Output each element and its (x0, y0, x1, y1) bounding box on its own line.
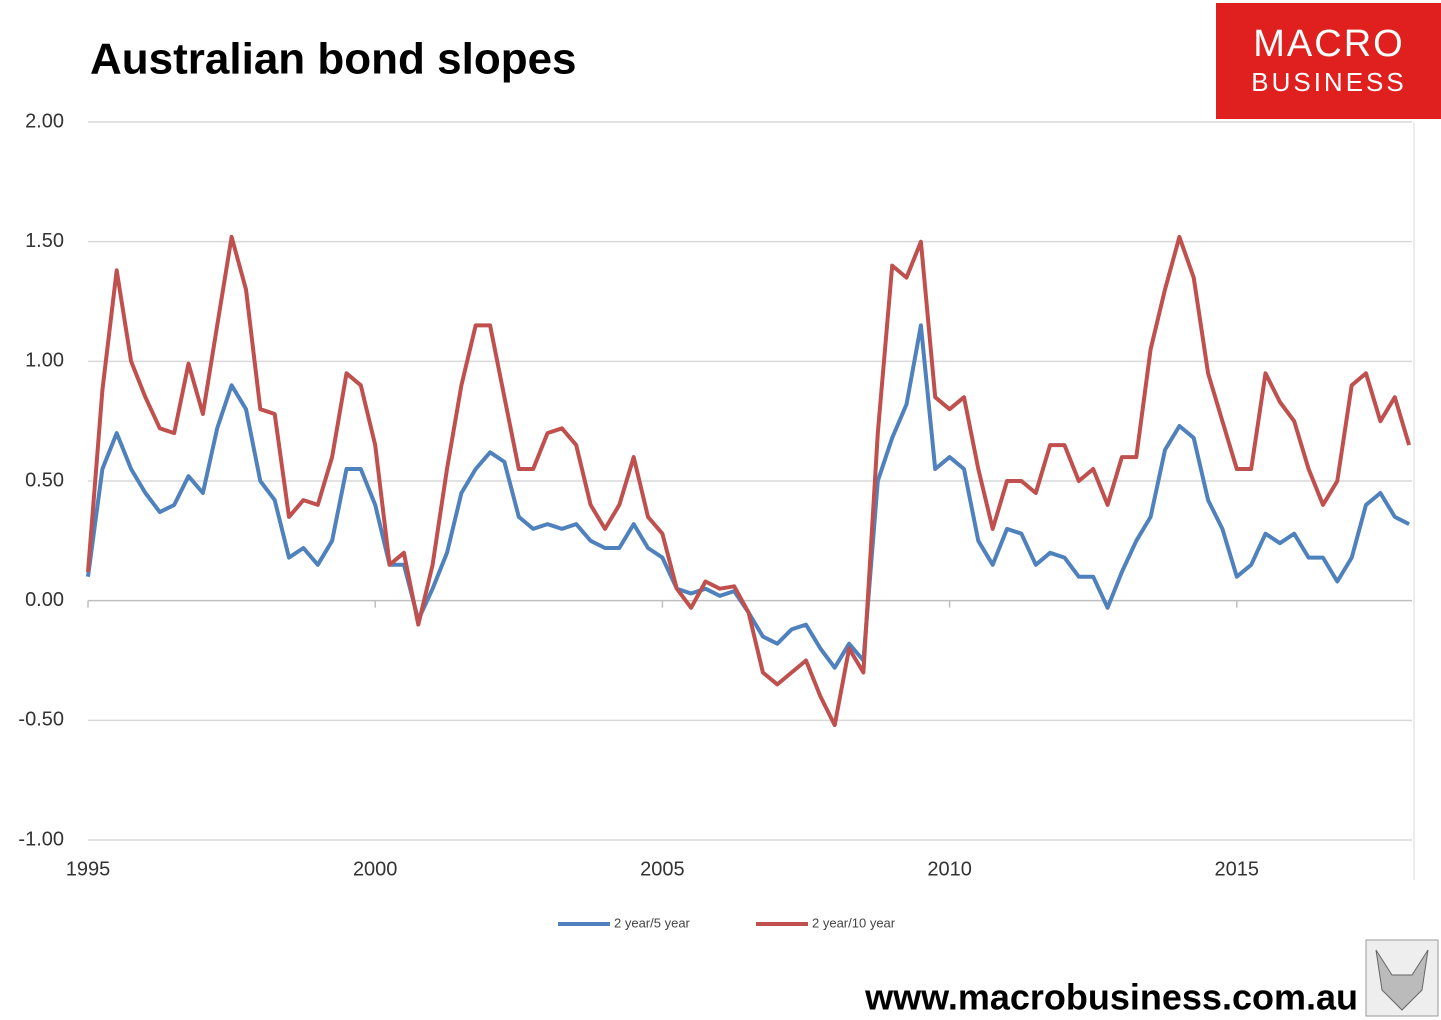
logo-top: MACRO (1253, 23, 1404, 65)
y-tick-label: 1.00 (25, 350, 64, 372)
x-tick-label: 1995 (66, 858, 111, 880)
legend-label: 2 year/5 year (614, 915, 691, 930)
logo-bottom: BUSINESS (1251, 67, 1407, 97)
y-tick-label: -0.50 (18, 709, 64, 731)
legend-label: 2 year/10 year (812, 915, 896, 930)
site-url: www.macrobusiness.com.au (864, 977, 1358, 1018)
y-tick-label: 0.50 (25, 469, 64, 491)
y-tick-label: 0.00 (25, 589, 64, 611)
chart-title: Australian bond slopes (90, 35, 577, 84)
x-tick-label: 2010 (927, 858, 972, 880)
fox-face (1375, 949, 1429, 1011)
series-line (86, 234, 1412, 728)
y-tick-label: 2.00 (25, 110, 64, 132)
x-tick-label: 2015 (1215, 858, 1260, 880)
x-tick-label: 2000 (353, 858, 398, 880)
logo-box (1216, 3, 1441, 119)
y-tick-label: -1.00 (18, 828, 64, 850)
x-tick-label: 2005 (640, 858, 685, 880)
y-tick-label: 1.50 (25, 230, 64, 252)
